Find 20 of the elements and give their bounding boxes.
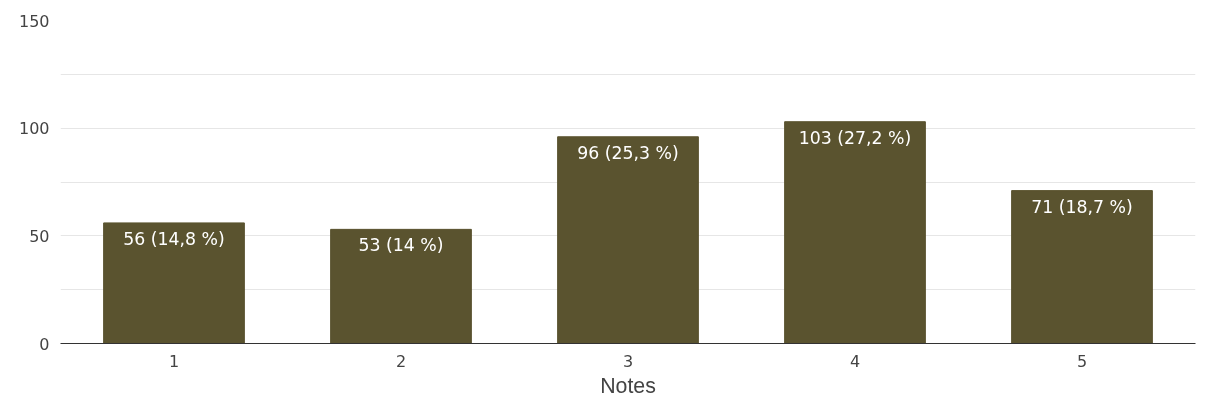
bar <box>103 222 245 344</box>
x-tick-label: 5 <box>1076 351 1088 371</box>
x-axis-title: Notes <box>600 373 656 398</box>
x-tick-label: 1 <box>168 351 180 371</box>
y-tick-label: 100 <box>18 119 50 139</box>
data-label: 56 (14,8 %) <box>123 228 225 249</box>
data-label: 96 (25,3 %) <box>577 142 679 163</box>
y-tick-label: 150 <box>18 11 50 31</box>
y-tick-label: 50 <box>29 226 50 246</box>
bar <box>784 121 926 344</box>
x-tick-label: 4 <box>849 351 861 371</box>
bar <box>330 228 472 344</box>
data-label: 103 (27,2 %) <box>798 127 912 148</box>
x-tick-label: 2 <box>395 351 407 371</box>
bar <box>557 136 699 344</box>
y-tick-label: 0 <box>39 334 50 354</box>
data-label: 71 (18,7 %) <box>1031 196 1133 217</box>
bar <box>1011 190 1153 344</box>
x-tick-label: 3 <box>622 351 634 371</box>
data-label: 53 (14 %) <box>358 235 444 256</box>
